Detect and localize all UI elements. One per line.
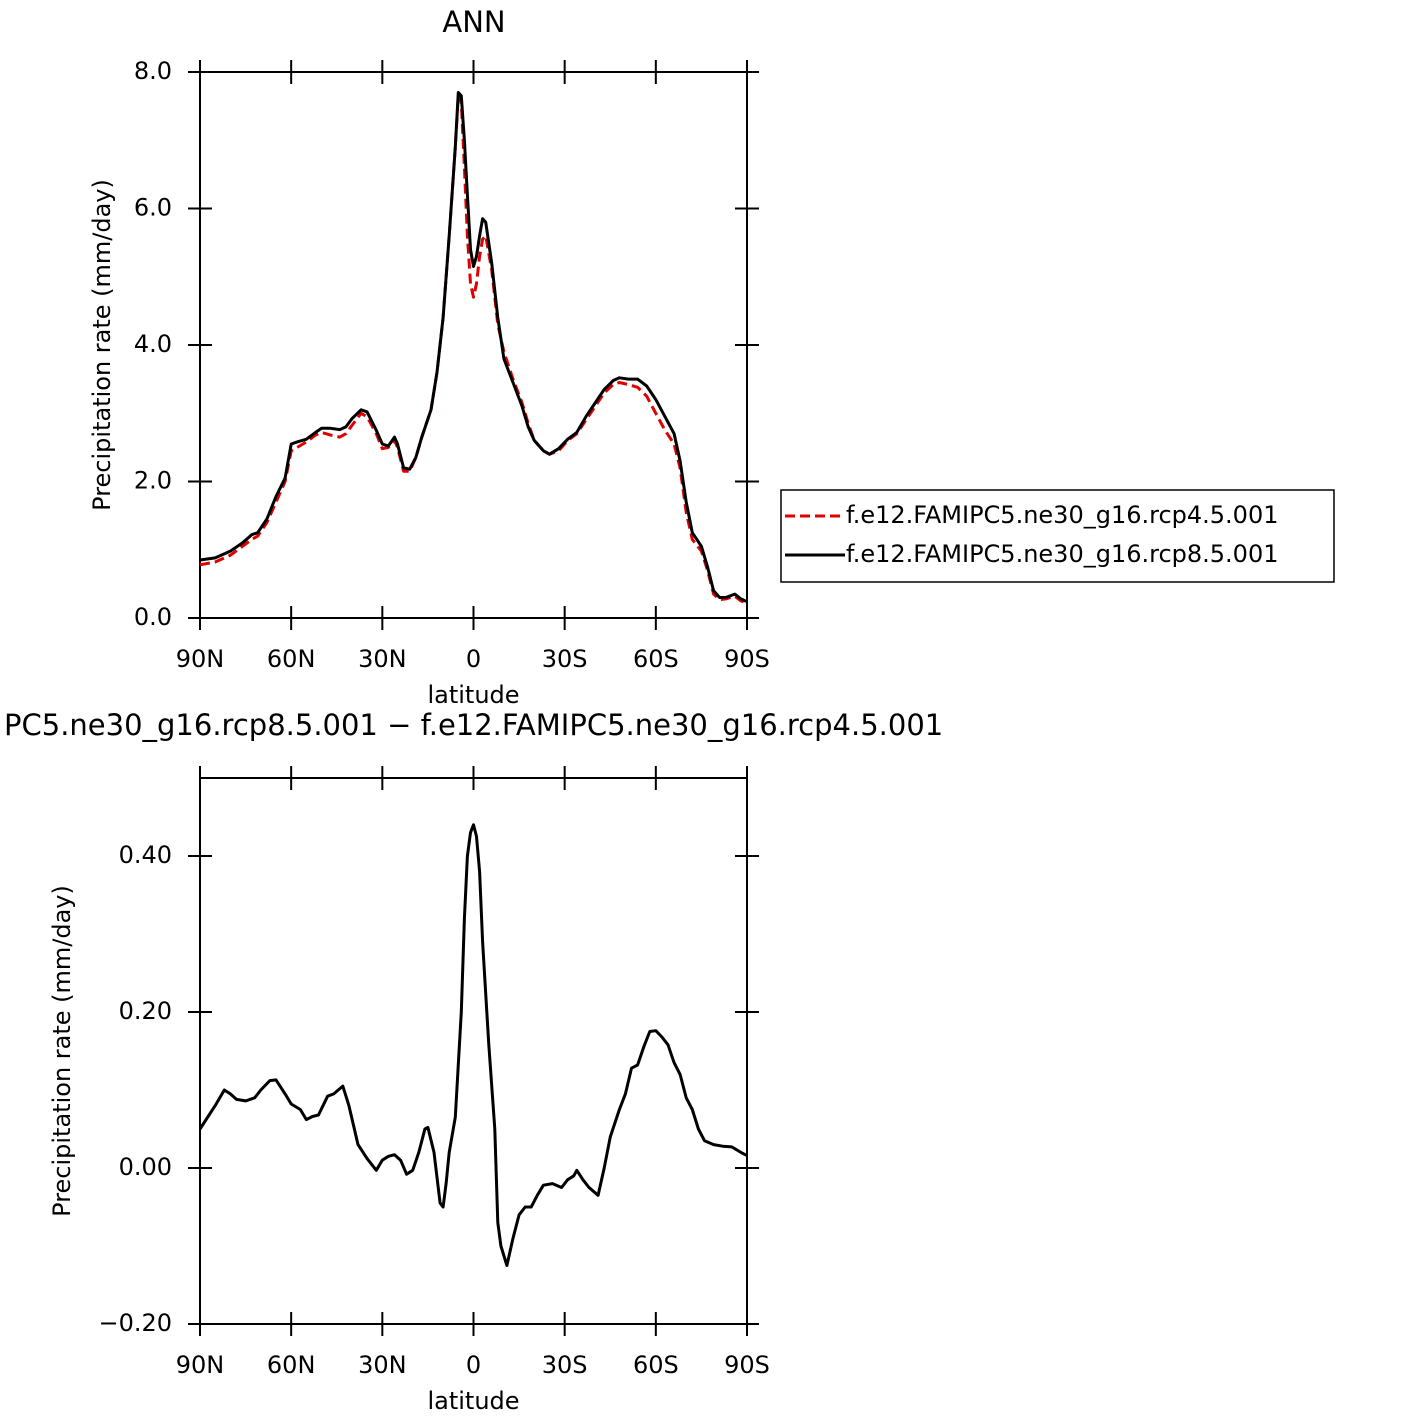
legend-label: f.e12.FAMIPC5.ne30_g16.rcp4.5.001 [846, 501, 1279, 529]
legend-box [780, 489, 1335, 583]
x-tick-label: 90S [724, 645, 770, 673]
x-tick-label: 0 [466, 1351, 481, 1379]
plot-frame [199, 71, 748, 619]
x-tick-label: 60N [267, 1351, 316, 1379]
x-tick-label: 30S [542, 1351, 588, 1379]
y-tick-label: 0.40 [119, 841, 172, 869]
x-tick-label: 60S [633, 645, 679, 673]
data-line [199, 94, 748, 605]
chart-title: ANN [442, 5, 505, 39]
x-tick-label: 30S [542, 645, 588, 673]
x-tick-label: 30N [358, 645, 407, 673]
x-tick-label: 0 [466, 645, 481, 673]
x-tick-label: 30N [358, 1351, 407, 1379]
y-tick-label: −0.20 [98, 1309, 172, 1337]
data-line [198, 823, 748, 1267]
data-line [199, 91, 748, 603]
y-tick-label: 8.0 [134, 57, 172, 85]
chart-title: PC5.ne30_g16.rcp8.5.001 − f.e12.FAMIPC5.… [4, 708, 943, 742]
y-tick-label: 0.20 [119, 997, 172, 1025]
x-tick-label: 90N [176, 645, 225, 673]
legend-label: f.e12.FAMIPC5.ne30_g16.rcp8.5.001 [846, 540, 1279, 568]
y-tick-label: 6.0 [134, 194, 172, 222]
x-tick-label: 60S [633, 1351, 679, 1379]
plot-frame [199, 777, 748, 1325]
y-tick-label: 2.0 [134, 467, 172, 495]
x-axis-label: latitude [427, 1387, 519, 1415]
y-axis-label: Precipitation rate (mm/day) [88, 179, 116, 511]
x-tick-label: 90S [724, 1351, 770, 1379]
x-tick-label: 90N [176, 1351, 225, 1379]
y-axis-label: Precipitation rate (mm/day) [48, 885, 76, 1217]
y-tick-label: 0.0 [134, 603, 172, 631]
y-tick-label: 4.0 [134, 330, 172, 358]
y-tick-label: 0.00 [119, 1153, 172, 1181]
x-tick-label: 60N [267, 645, 316, 673]
x-axis-label: latitude [427, 681, 519, 709]
